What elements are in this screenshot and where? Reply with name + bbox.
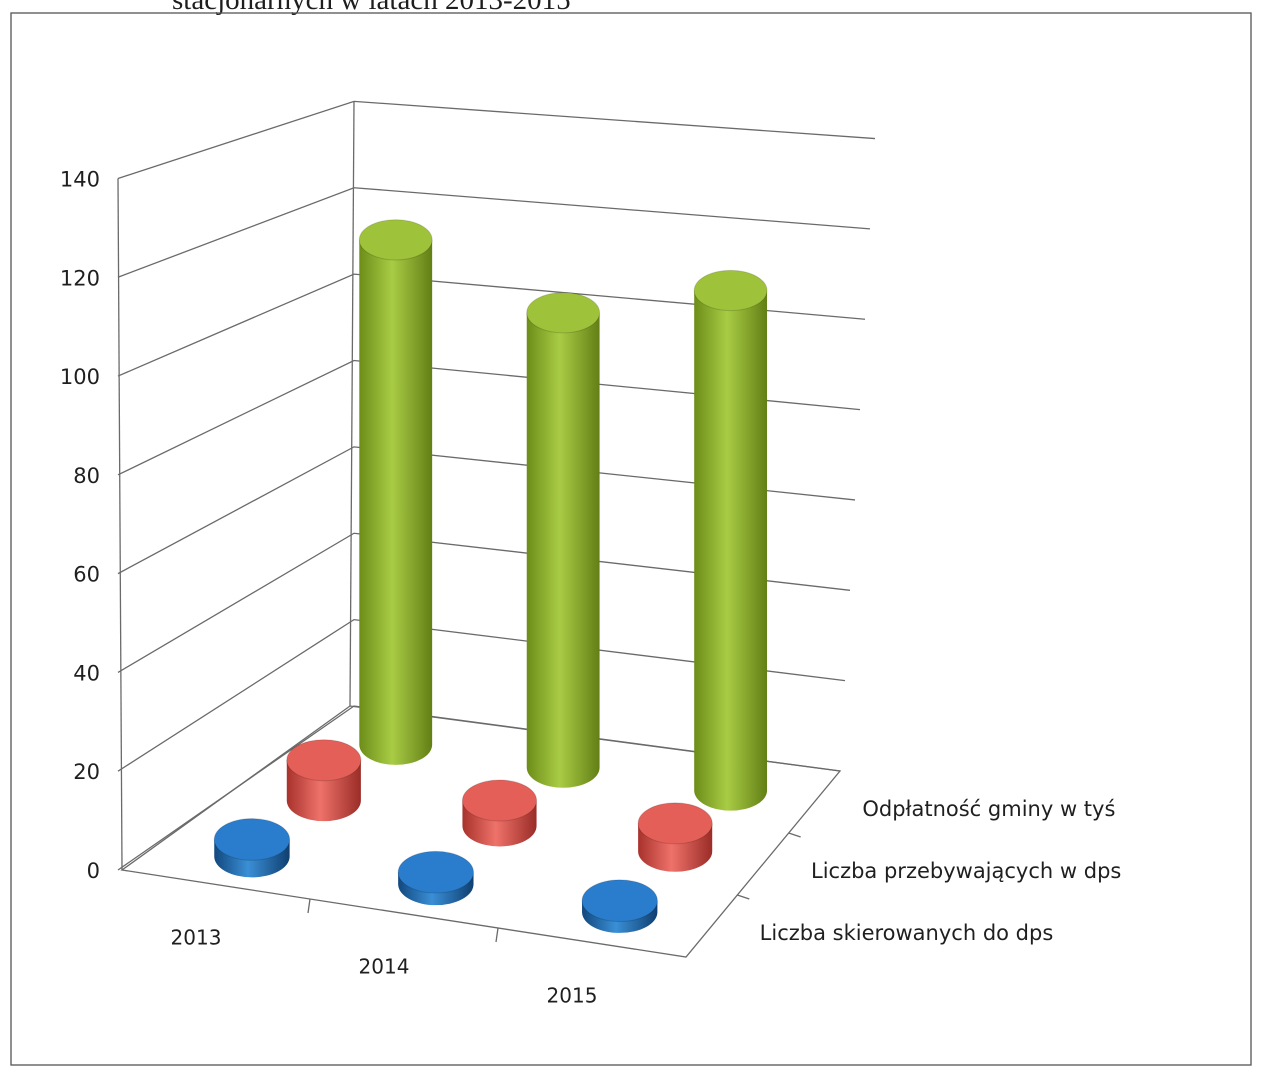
bar (461, 779, 538, 847)
y-tick-label: 20 (73, 760, 100, 784)
gridline (117, 100, 876, 180)
y-tick-label: 140 (60, 167, 100, 191)
bar (693, 269, 768, 811)
gridline (117, 705, 841, 871)
gridline (117, 446, 856, 575)
y-tick-label: 60 (73, 563, 100, 587)
depth-tick-mark (737, 894, 750, 900)
depth-tick-mark (788, 832, 801, 838)
bar (358, 219, 433, 765)
gridline (117, 618, 846, 772)
depth-axis-series-labels: Liczba skierowanych do dps Liczba przebyw… (760, 797, 1122, 945)
bar (526, 292, 601, 788)
bar (213, 818, 291, 878)
back-corner-line (349, 101, 355, 707)
y-tick-label: 100 (60, 365, 100, 389)
bars (213, 219, 768, 933)
gridline (117, 187, 871, 278)
bar (286, 739, 362, 822)
frame-border (10, 12, 1252, 1066)
chart-title: stacjonarnych w latach 2013-2015 (172, 0, 571, 16)
y-axis-line (117, 178, 123, 871)
y-axis-ticks: 0 20 40 60 80 100 120 140 (60, 167, 100, 883)
x-category-label: 2015 (547, 984, 598, 1008)
y-tick-label: 40 (73, 661, 100, 685)
gridline (117, 532, 851, 673)
gridline (117, 359, 861, 476)
series-label: Odpłatność gminy w tyś (862, 797, 1115, 821)
series-label: Liczba skierowanych do dps (760, 921, 1054, 945)
series-label: Liczba przebywających w dps (811, 859, 1121, 883)
y-tick-label: 120 (60, 266, 100, 290)
x-tick-mark (495, 927, 499, 943)
y-tick-label: 80 (73, 464, 100, 488)
bar (637, 802, 713, 872)
x-axis-categories: 2013 2014 2015 (171, 926, 598, 1008)
axes (117, 101, 801, 943)
y-tick-label: 0 (87, 859, 100, 883)
bar (397, 850, 475, 906)
x-tick-mark (307, 898, 311, 914)
x-category-label: 2014 (359, 955, 410, 979)
x-category-label: 2013 (171, 926, 222, 950)
bar (581, 879, 658, 933)
